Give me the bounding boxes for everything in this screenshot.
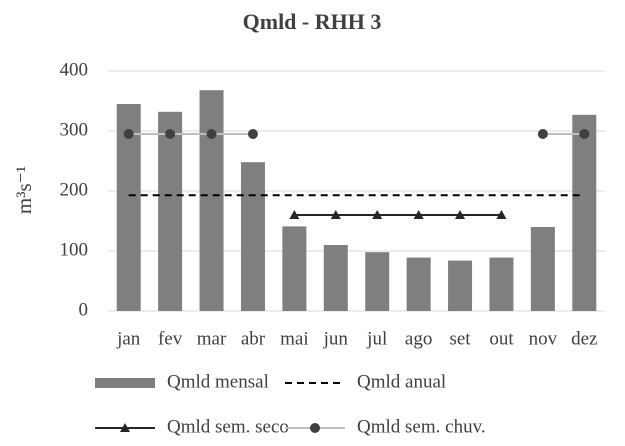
marker (289, 210, 300, 219)
y-tick-label: 0 (79, 299, 89, 320)
marker (496, 210, 507, 219)
bar (199, 90, 224, 311)
x-tick-label: set (449, 328, 471, 349)
bar (282, 226, 307, 311)
x-tick-label: fev (158, 328, 183, 349)
bar (365, 252, 390, 311)
bar (158, 111, 183, 311)
bar (489, 257, 514, 311)
legend-marker (310, 423, 320, 433)
x-tick-label: jun (323, 328, 349, 349)
legend-label: Qmld sem. seco (167, 416, 289, 437)
marker (579, 129, 590, 139)
legend-label: Qmld sem. chuv. (357, 416, 486, 437)
x-tick-label: jul (366, 328, 387, 349)
marker (165, 129, 176, 139)
marker (330, 210, 341, 219)
chart-title: Qmld - RHH 3 (243, 9, 382, 34)
bar (406, 257, 431, 311)
marker (206, 129, 217, 139)
y-tick-label: 200 (60, 179, 89, 200)
y-tick-label: 400 (60, 59, 89, 80)
legend-label: Qmld anual (357, 371, 446, 392)
marker (413, 210, 424, 219)
marker (455, 210, 466, 219)
x-tick-label: nov (529, 328, 558, 349)
bar (448, 260, 473, 311)
x-tick-label: dez (571, 328, 597, 349)
marker (537, 129, 548, 139)
bar (323, 245, 348, 311)
legend-label: Qmld mensal (167, 371, 269, 392)
x-tick-label: mar (197, 328, 227, 349)
y-tick-label: 100 (60, 239, 89, 260)
bar (530, 227, 555, 311)
legend-marker (120, 423, 130, 432)
marker (372, 210, 383, 219)
x-tick-label: out (489, 328, 514, 349)
marker (123, 129, 134, 139)
legend-swatch (95, 378, 155, 388)
x-tick-label: jan (116, 328, 141, 349)
bar (572, 114, 597, 311)
marker (247, 129, 258, 139)
x-tick-label: ago (405, 328, 432, 349)
bar (240, 162, 265, 311)
y-tick-label: 300 (60, 119, 89, 140)
x-tick-label: mai (280, 328, 309, 349)
x-tick-label: abr (241, 328, 266, 349)
y-axis-label: m³s⁻¹ (12, 166, 36, 214)
